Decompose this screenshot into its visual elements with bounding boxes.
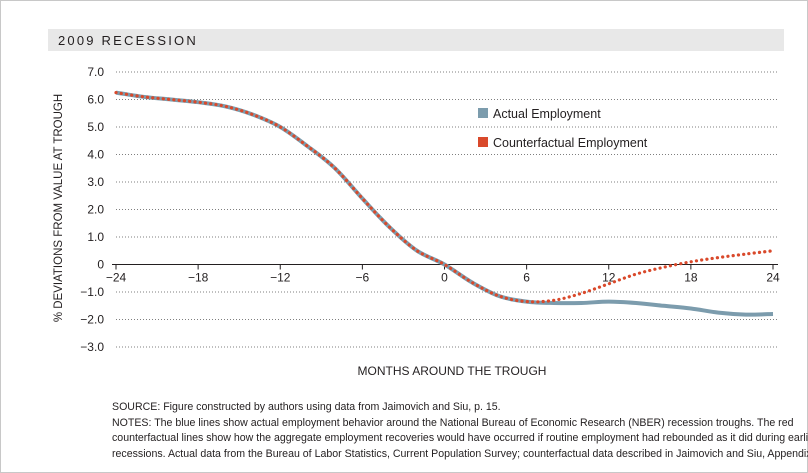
- y-tick-label: 0: [97, 258, 104, 272]
- series-lines: [114, 90, 775, 317]
- y-tick-label: 6.0: [87, 93, 104, 107]
- x-tick-labels: −24 −18 −12 −6 0 6 12 18 24: [106, 271, 780, 285]
- legend-label-counterfactual: Counterfactual Employment: [493, 136, 648, 150]
- legend-swatch-actual: [478, 108, 488, 118]
- y-tick-label: 7.0: [87, 65, 104, 79]
- y-tick-label: 1.0: [87, 230, 104, 244]
- x-tick-label: 0: [441, 271, 448, 285]
- y-tick-label: 5.0: [87, 120, 104, 134]
- notes-block: SOURCE: Figure constructed by authors us…: [112, 400, 808, 462]
- source-note: SOURCE: Figure constructed by authors us…: [112, 401, 501, 413]
- x-tick-label: −24: [106, 271, 127, 285]
- line-chart: 7.0 6.0 5.0 4.0 3.0 2.0 1.0 0 −1.0 −2.0 −3.0 −24 −1…: [53, 65, 780, 378]
- y-tick-label: −1.0: [80, 285, 104, 299]
- notes-line-3: recessions. Actual data from the Bureau …: [112, 447, 808, 460]
- chart-banner: 2009 RECESSION: [48, 29, 784, 51]
- x-axis-title: MONTHS AROUND THE TROUGH: [358, 364, 547, 378]
- x-tick-label: −6: [356, 271, 370, 285]
- gridlines: [116, 71, 778, 348]
- notes-line-2: counterfactual lines show how the aggreg…: [112, 432, 808, 444]
- y-tick-label: 2.0: [87, 203, 104, 217]
- y-tick-label: 3.0: [87, 175, 104, 189]
- y-axis-title: % DEVIATIONS FROM VALUE AT TROUGH: [53, 94, 65, 322]
- legend: Actual Employment Counterfactual Employme…: [478, 107, 648, 150]
- legend-label-actual: Actual Employment: [493, 107, 601, 121]
- y-tick-label: 4.0: [87, 148, 104, 162]
- x-tick-label: 6: [523, 271, 530, 285]
- chart-title: 2009 RECESSION: [58, 33, 198, 48]
- x-tick-label: −12: [270, 271, 291, 285]
- notes-line-1: NOTES: The blue lines show actual employ…: [112, 416, 794, 429]
- counterfactual-employment-line: [114, 91, 775, 304]
- x-tick-label: 24: [766, 271, 780, 285]
- legend-swatch-counterfactual: [478, 137, 488, 147]
- x-tick-label: −18: [188, 271, 209, 285]
- x-tick-label: 18: [684, 271, 698, 285]
- y-tick-labels: 7.0 6.0 5.0 4.0 3.0 2.0 1.0 0 −1.0 −2.0 −3.0: [80, 65, 104, 354]
- y-tick-label: −3.0: [80, 340, 104, 354]
- x-tick-label: 12: [602, 271, 616, 285]
- y-tick-label: −2.0: [80, 313, 104, 327]
